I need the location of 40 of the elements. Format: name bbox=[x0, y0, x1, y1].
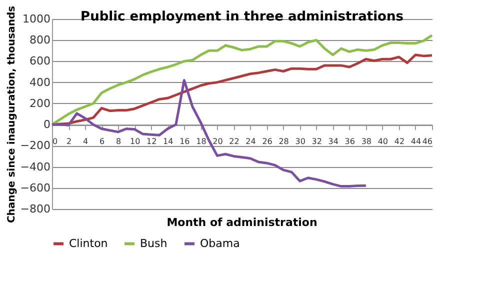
x-tick-label: 14 bbox=[163, 137, 174, 146]
y-tick-label: 200 bbox=[30, 96, 50, 110]
y-tick-label: 1000 bbox=[22, 12, 50, 26]
x-tick-label: 4 bbox=[82, 137, 88, 146]
x-tick-label: 38 bbox=[361, 137, 372, 146]
y-tick-label: 400 bbox=[30, 76, 50, 89]
x-tick-label: 36 bbox=[344, 137, 355, 146]
x-tick-label: 22 bbox=[229, 137, 240, 146]
x-tick-label: 20 bbox=[212, 137, 223, 146]
x-tick-label: 46 bbox=[422, 137, 432, 146]
x-tick-label: 0 bbox=[52, 137, 58, 146]
x-tick-label: 24 bbox=[246, 137, 256, 146]
y-tick-label: −800 bbox=[20, 202, 50, 216]
x-tick-label: 28 bbox=[278, 137, 289, 146]
legend-label: Bush bbox=[140, 236, 168, 250]
x-tick-label: 40 bbox=[378, 137, 388, 146]
y-tick-label: −400 bbox=[20, 160, 50, 174]
x-tick-label: 32 bbox=[312, 137, 322, 146]
y-tick-label: 600 bbox=[30, 54, 50, 68]
y-tick-label: 800 bbox=[30, 34, 50, 47]
x-tick-label: 10 bbox=[130, 137, 140, 146]
legend-label: Obama bbox=[200, 236, 240, 250]
y-tick-label: −200 bbox=[20, 139, 50, 152]
y-axis-title: Change since inauguration, thousands bbox=[6, 6, 18, 224]
x-axis-title: Month of administration bbox=[166, 216, 318, 229]
x-tick-label: 44 bbox=[410, 137, 422, 146]
x-tick-label: 30 bbox=[295, 137, 306, 146]
x-tick-label: 16 bbox=[180, 137, 190, 146]
x-tick-label: 8 bbox=[116, 137, 122, 146]
chart-title: Public employment in three administrations bbox=[80, 9, 404, 24]
x-tick-label: 2 bbox=[66, 137, 72, 146]
y-tick-label: −600 bbox=[20, 181, 50, 194]
x-tick-label: 12 bbox=[146, 137, 157, 146]
x-tick-label: 26 bbox=[262, 137, 272, 146]
y-tick-label: 0 bbox=[44, 118, 50, 132]
x-tick-label: 18 bbox=[196, 137, 206, 146]
x-tick-label: 34 bbox=[328, 137, 338, 146]
x-tick-label: 42 bbox=[394, 137, 405, 146]
legend-label: Clinton bbox=[69, 236, 108, 250]
x-tick-label: 6 bbox=[100, 137, 105, 146]
